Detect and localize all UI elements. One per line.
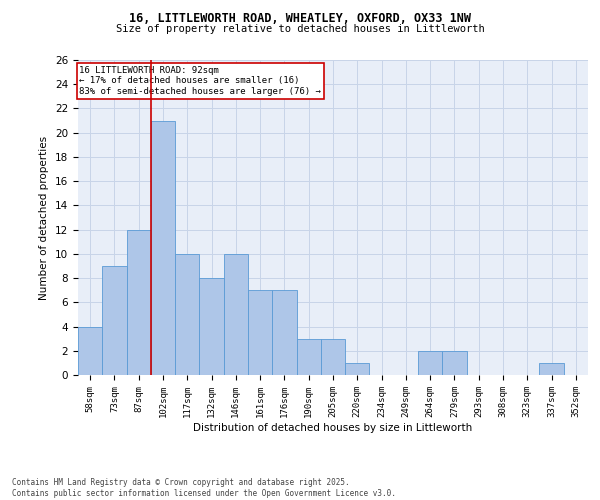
Y-axis label: Number of detached properties: Number of detached properties <box>40 136 49 300</box>
Bar <box>127 230 151 375</box>
Bar <box>539 363 564 375</box>
Text: Contains HM Land Registry data © Crown copyright and database right 2025.
Contai: Contains HM Land Registry data © Crown c… <box>12 478 396 498</box>
Bar <box>296 338 321 375</box>
Bar <box>418 351 442 375</box>
Bar <box>248 290 272 375</box>
Text: Size of property relative to detached houses in Littleworth: Size of property relative to detached ho… <box>116 24 484 34</box>
Text: 16 LITTLEWORTH ROAD: 92sqm
← 17% of detached houses are smaller (16)
83% of semi: 16 LITTLEWORTH ROAD: 92sqm ← 17% of deta… <box>79 66 321 96</box>
Bar <box>321 338 345 375</box>
Bar <box>224 254 248 375</box>
Bar <box>272 290 296 375</box>
Bar <box>102 266 127 375</box>
X-axis label: Distribution of detached houses by size in Littleworth: Distribution of detached houses by size … <box>193 422 473 432</box>
Bar <box>175 254 199 375</box>
Bar <box>151 120 175 375</box>
Bar <box>345 363 370 375</box>
Bar <box>199 278 224 375</box>
Bar <box>78 326 102 375</box>
Bar <box>442 351 467 375</box>
Text: 16, LITTLEWORTH ROAD, WHEATLEY, OXFORD, OX33 1NW: 16, LITTLEWORTH ROAD, WHEATLEY, OXFORD, … <box>129 12 471 26</box>
